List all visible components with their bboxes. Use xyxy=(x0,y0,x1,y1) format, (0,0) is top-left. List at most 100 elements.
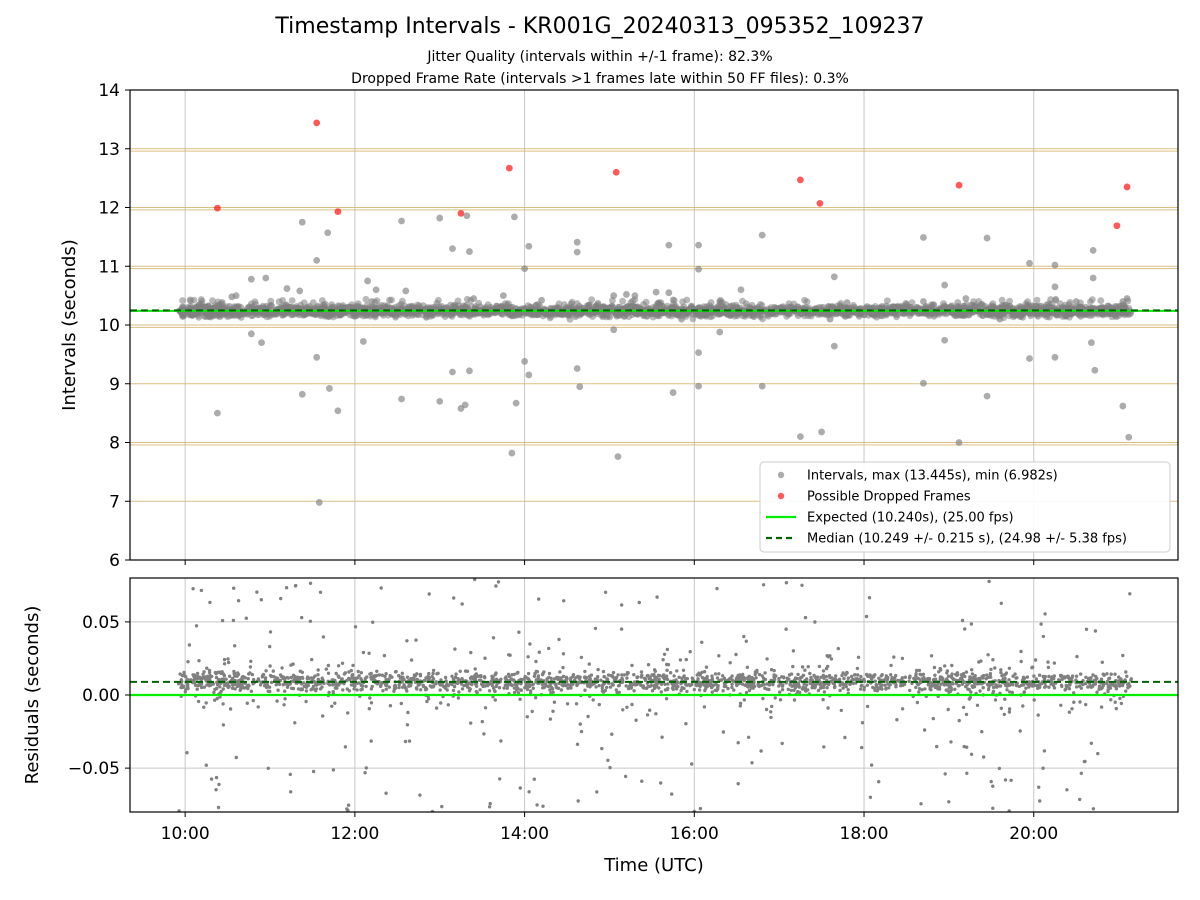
residual-point xyxy=(191,587,195,591)
residual-point xyxy=(215,696,219,701)
residual-point xyxy=(579,729,584,734)
residual-point xyxy=(454,672,458,676)
residual-point xyxy=(601,669,606,674)
residual-point xyxy=(540,682,545,687)
residual-point xyxy=(1021,683,1026,687)
residual-point xyxy=(204,763,208,767)
dropped-frame-point xyxy=(457,209,465,217)
legend-marker xyxy=(777,471,785,479)
interval-point xyxy=(511,213,518,221)
residual-point xyxy=(208,676,212,680)
residual-point xyxy=(527,682,531,686)
residual-point xyxy=(960,618,965,623)
residual-point xyxy=(860,721,865,725)
residual-point xyxy=(620,603,624,607)
residual-point xyxy=(197,659,201,663)
residual-point xyxy=(606,758,610,762)
residual-point xyxy=(991,806,995,810)
dropped-frame-point xyxy=(505,164,513,172)
residual-point xyxy=(1032,684,1036,688)
residual-point xyxy=(938,666,942,671)
residual-point xyxy=(974,679,978,684)
interval-point xyxy=(572,313,579,321)
residual-point xyxy=(1096,751,1100,756)
residual-point xyxy=(1001,678,1006,682)
interval-point xyxy=(665,289,673,297)
interval-point xyxy=(695,382,702,390)
residual-point xyxy=(1037,785,1041,789)
interval-point xyxy=(275,298,283,306)
residual-point xyxy=(950,675,954,680)
bottom-plot-area xyxy=(130,578,1178,812)
residual-point xyxy=(611,670,616,675)
residual-point xyxy=(196,683,200,687)
residual-point xyxy=(267,685,272,689)
residual-point xyxy=(479,678,483,683)
residual-point xyxy=(742,634,746,639)
residual-point xyxy=(575,742,580,746)
residual-point xyxy=(921,672,926,676)
residual-point xyxy=(717,654,721,658)
residual-point xyxy=(467,689,472,693)
residual-point xyxy=(827,673,832,678)
residual-point xyxy=(822,745,826,749)
interval-point xyxy=(679,298,686,306)
residual-point xyxy=(331,683,335,687)
residual-point xyxy=(964,684,968,689)
residual-point xyxy=(246,686,250,691)
residual-point xyxy=(305,683,309,687)
top-y-tick-label: 9 xyxy=(109,375,120,395)
residual-point xyxy=(987,579,991,584)
residual-point xyxy=(1000,674,1004,678)
residual-point xyxy=(943,772,947,776)
interval-point xyxy=(466,367,473,375)
residual-point xyxy=(917,668,922,673)
interval-point xyxy=(668,304,675,311)
interval-point xyxy=(1106,303,1114,311)
residual-point xyxy=(434,706,439,710)
residual-point xyxy=(842,676,846,681)
residual-point xyxy=(751,686,755,690)
residual-point xyxy=(221,702,225,706)
residual-point xyxy=(334,671,338,676)
residual-point xyxy=(988,672,993,676)
residual-point xyxy=(295,677,299,682)
residual-point xyxy=(516,691,521,695)
residual-point xyxy=(1010,690,1014,695)
residual-point xyxy=(453,647,457,651)
residual-point xyxy=(734,677,738,681)
residual-point xyxy=(347,689,352,693)
residual-point xyxy=(404,687,408,691)
residual-point xyxy=(761,696,765,701)
residual-point xyxy=(682,675,686,679)
residual-point xyxy=(853,673,857,677)
dropped-frame-point xyxy=(1123,183,1131,191)
residual-point xyxy=(399,701,403,706)
interval-point xyxy=(882,310,890,318)
residual-point xyxy=(1044,684,1048,688)
dropped-frame-point xyxy=(955,181,963,189)
residual-point xyxy=(387,685,391,689)
residual-point xyxy=(747,688,752,693)
interval-point xyxy=(324,229,332,237)
residual-point xyxy=(702,670,707,674)
residual-point xyxy=(212,690,216,695)
residual-point xyxy=(268,689,272,694)
residual-point xyxy=(914,685,918,690)
residual-point xyxy=(892,655,896,659)
residual-point xyxy=(1011,674,1015,678)
interval-point xyxy=(567,300,575,308)
residual-point xyxy=(214,775,219,780)
residual-point xyxy=(989,675,993,679)
residual-point xyxy=(932,678,936,682)
residual-point xyxy=(742,675,746,680)
residual-point xyxy=(730,682,734,686)
interval-point xyxy=(466,311,473,319)
interval-point xyxy=(1034,312,1042,320)
residual-point xyxy=(867,596,872,600)
residual-point xyxy=(199,588,204,593)
residual-point xyxy=(734,652,738,657)
residual-point xyxy=(531,686,535,690)
residual-point xyxy=(929,684,933,688)
residual-point xyxy=(369,687,374,691)
